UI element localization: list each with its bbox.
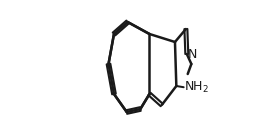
Text: N: N — [188, 47, 198, 61]
Text: NH$_2$: NH$_2$ — [184, 80, 209, 95]
